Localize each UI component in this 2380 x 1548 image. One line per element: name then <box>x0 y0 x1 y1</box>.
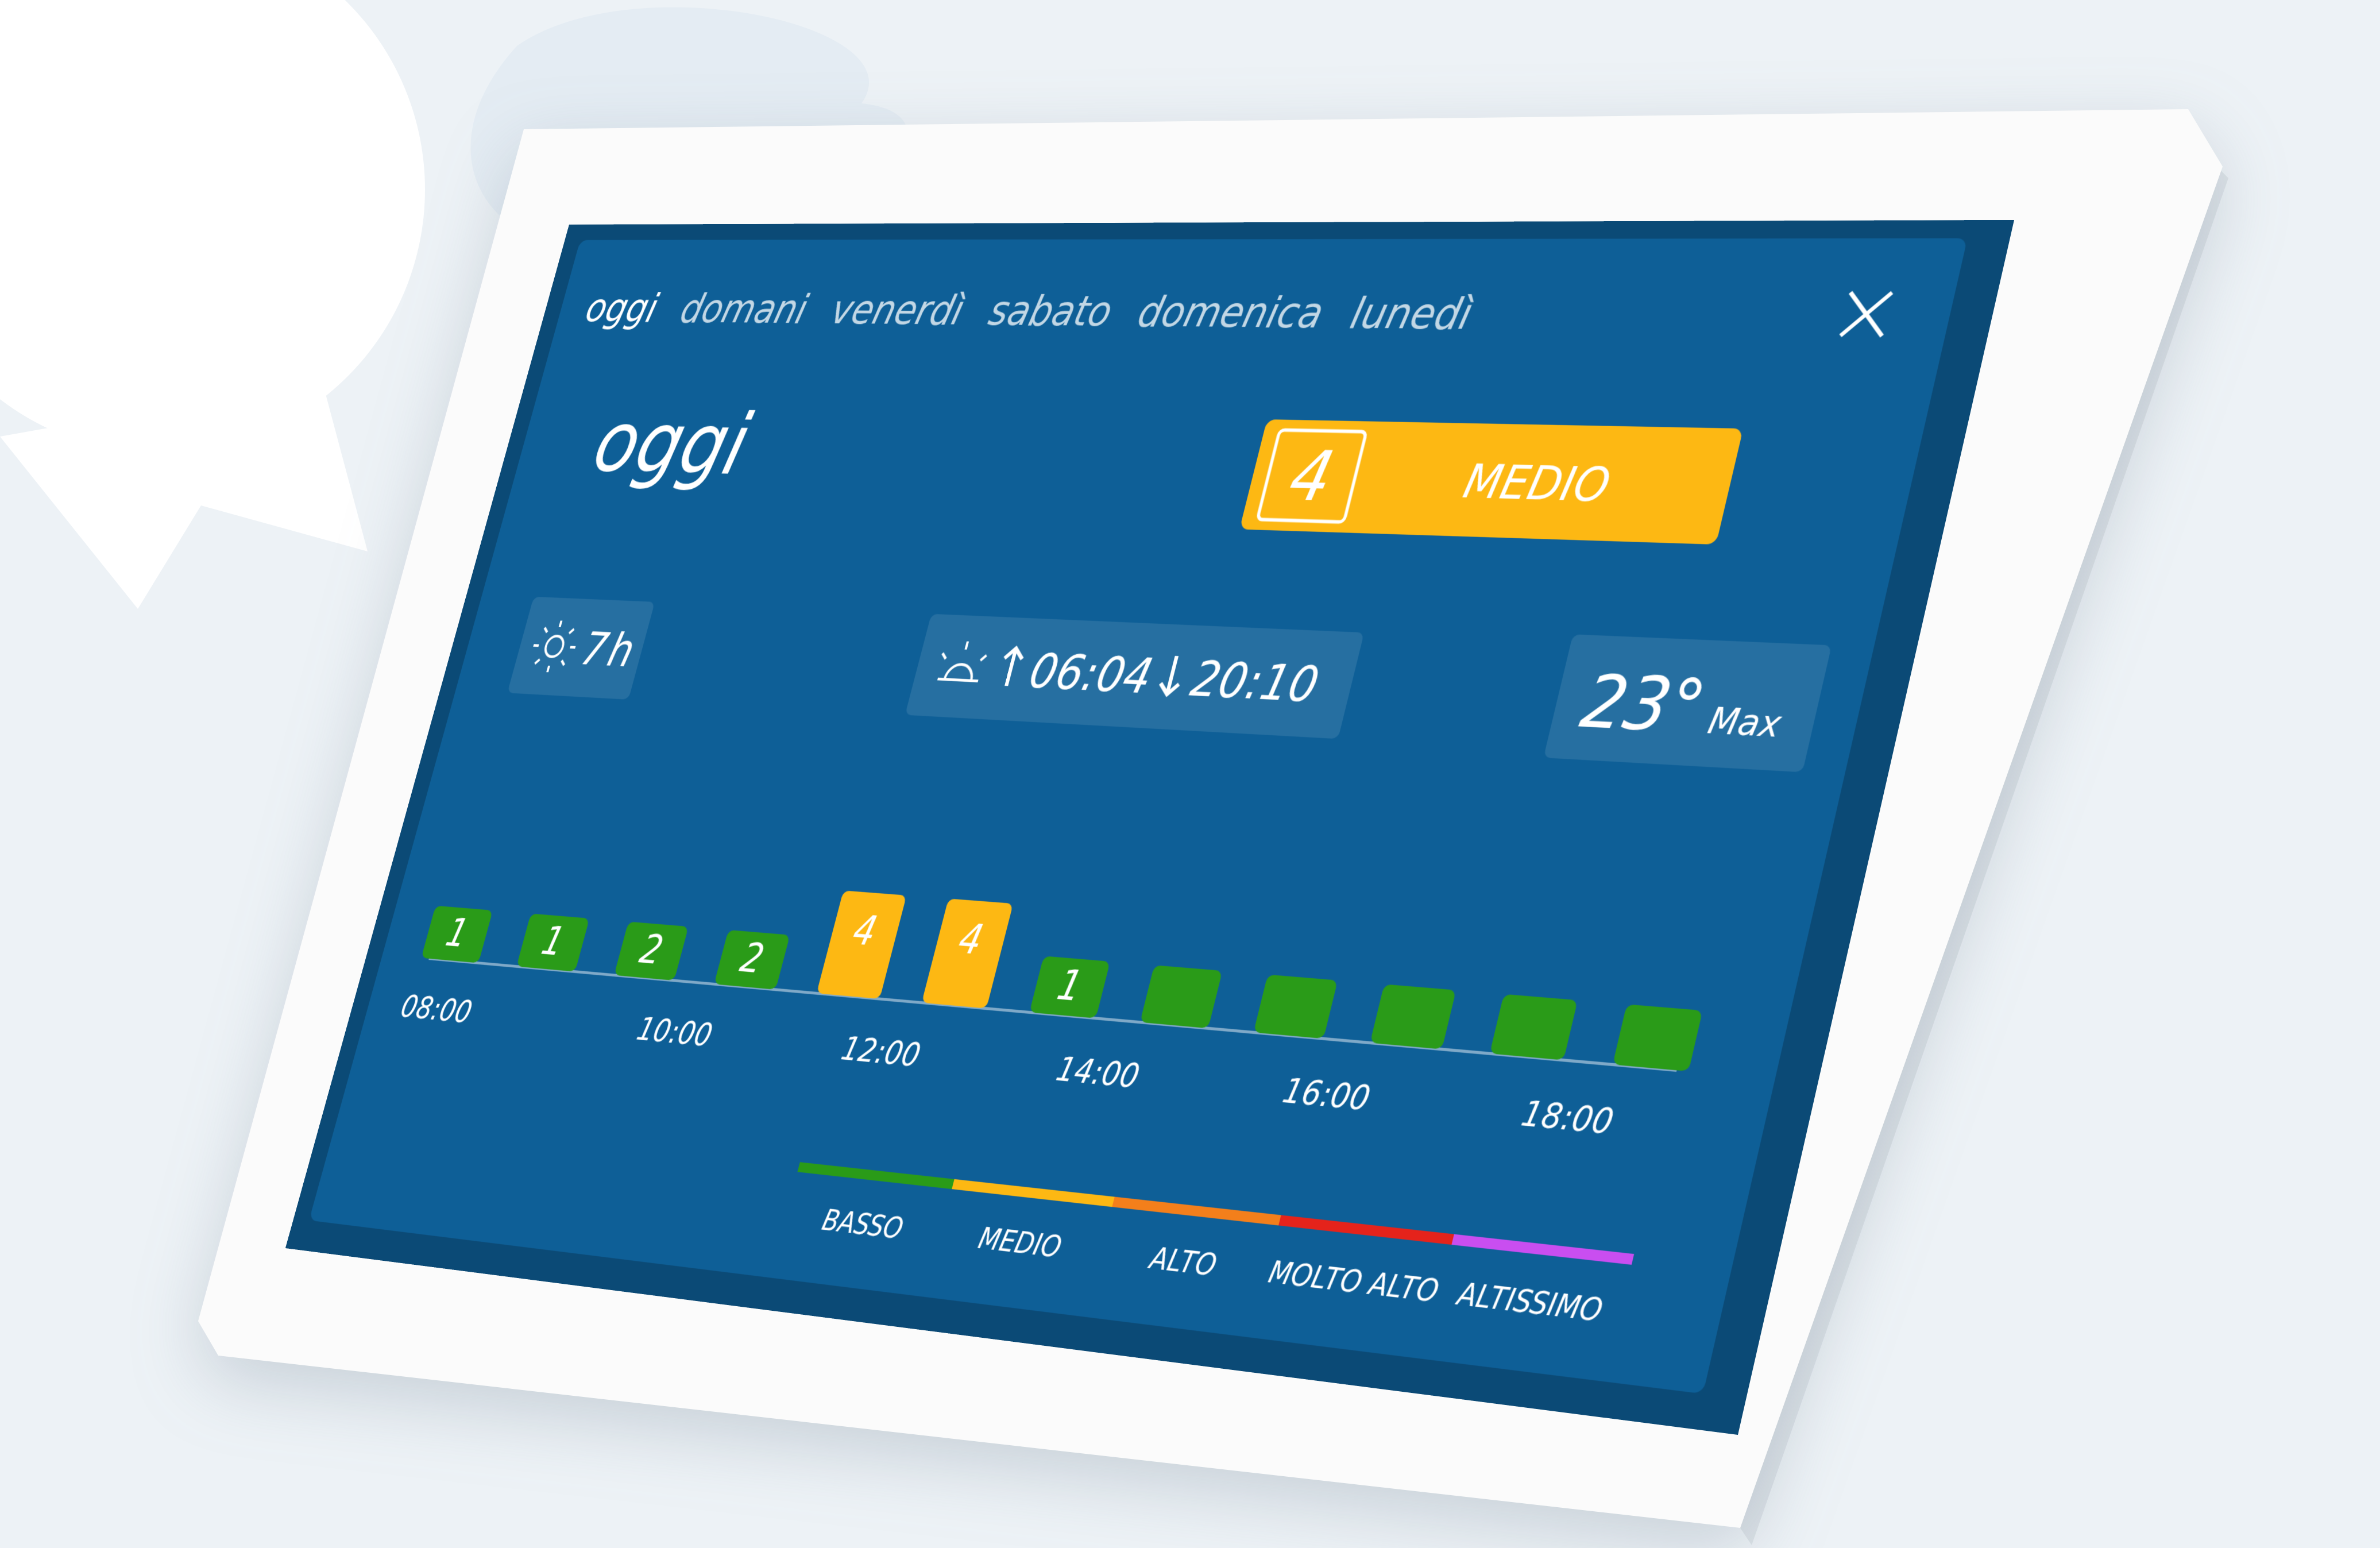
time-label: 10:00 <box>633 1010 717 1054</box>
time-label: 12:00 <box>837 1029 924 1074</box>
sun-hours-box <box>507 596 655 700</box>
app: oggi 4 MEDIO 7 h 06:04 20:10 23° Max ogg… <box>285 219 2014 1435</box>
sun-rays <box>0 379 368 609</box>
sun-times-box <box>905 613 1365 739</box>
screen: oggi 4 MEDIO 7 h 06:04 20:10 23° Max ogg… <box>285 219 2014 1435</box>
uv-hour-bar <box>1370 984 1456 1049</box>
uv-hour-bar <box>421 905 493 963</box>
temperature-value: 23° <box>1574 659 1713 751</box>
uv-hour-bar <box>1139 965 1223 1029</box>
uv-badge-label: MEDIO <box>1459 455 1616 513</box>
day-tab[interactable]: lunedì <box>1346 289 1477 339</box>
temperature-label: Max <box>1704 698 1786 746</box>
uv-hour-bar <box>1489 994 1578 1060</box>
uv-badge <box>1239 419 1744 545</box>
sun <box>0 0 425 454</box>
day-tab[interactable]: domenica <box>1133 288 1328 338</box>
time-label: 14:00 <box>1053 1049 1143 1096</box>
day-tab[interactable]: sabato <box>984 288 1117 336</box>
legend-label: ALTO <box>1145 1242 1220 1283</box>
uv-hour-bar <box>1253 974 1338 1039</box>
time-label: 08:00 <box>397 988 476 1030</box>
day-tab[interactable]: venerdì <box>826 287 969 334</box>
time-label: 18:00 <box>1518 1093 1618 1142</box>
panel <box>309 238 1968 1394</box>
day-tab[interactable]: oggi <box>581 286 663 331</box>
day-tab[interactable]: domani <box>676 287 813 333</box>
sunset: 20:10 <box>1185 651 1324 714</box>
day-title: oggi <box>584 395 759 495</box>
sunrise: 06:04 <box>1024 643 1158 705</box>
tablet-side <box>1740 167 2228 1545</box>
time-label: 16:00 <box>1279 1071 1374 1118</box>
uv-hour-bar <box>1612 1004 1703 1072</box>
